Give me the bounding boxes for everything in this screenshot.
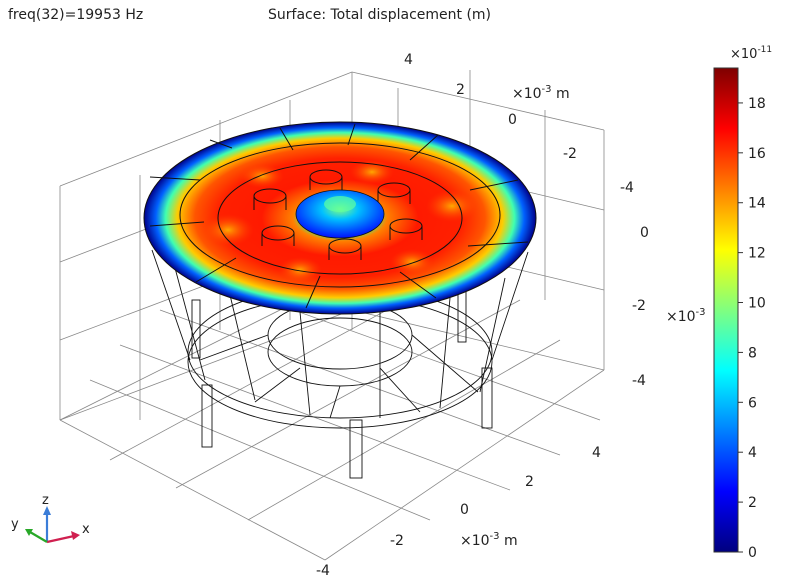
colorbar-tick-label: 2 <box>748 495 757 511</box>
colorbar-tick-label: 16 <box>748 146 766 162</box>
x-tick-labels: -4 -2 0 2 4 <box>316 445 601 578</box>
colorbar-tick-label: 12 <box>748 246 766 262</box>
colorbar-tick-label: 8 <box>748 345 757 361</box>
grid-line <box>351 309 605 371</box>
x-tick-label: 2 <box>525 474 534 490</box>
y-tick-label: -4 <box>620 180 634 196</box>
z-tick-labels: 0 -2 -4 <box>632 225 649 389</box>
x-axis-unit: ×10-3 m <box>460 531 518 549</box>
triad-x-arrow <box>46 534 75 544</box>
grid-line <box>59 71 353 187</box>
x-tick-label: 0 <box>460 502 469 518</box>
z-axis-unit: ×10-3 <box>666 307 706 325</box>
disc-surface <box>143 121 537 315</box>
grid-line <box>247 339 561 521</box>
grid-line <box>351 71 605 131</box>
colorbar-tick-label: 0 <box>748 545 757 561</box>
triad-y-arrow <box>29 531 48 543</box>
colorbar-tick-label: 4 <box>748 445 757 461</box>
colorbar-scale <box>713 67 739 553</box>
colorbar-tick-label: 14 <box>748 196 766 212</box>
colorbar-tick-label: 18 <box>748 96 766 112</box>
grid-line <box>175 299 521 489</box>
y-tick-label: 0 <box>508 112 517 128</box>
axis-triad: z x y <box>11 493 90 544</box>
plot-title: Surface: Total displacement (m) <box>268 7 492 23</box>
z-tick-label: 0 <box>640 225 649 241</box>
parameter-label: freq(32)=19953 Hz <box>8 7 144 23</box>
grid-line <box>324 369 605 561</box>
x-tick-label: 4 <box>592 445 601 461</box>
grid-line <box>159 309 561 456</box>
grid-line <box>59 419 326 561</box>
colorbar-ticks: 0 2 4 6 8 10 12 14 16 18 <box>738 96 766 561</box>
triad-z-label: z <box>42 493 49 508</box>
colorbar: ×10-11 0 2 4 6 8 10 12 14 16 18 <box>713 45 772 561</box>
x-tick-label: -4 <box>316 563 330 578</box>
y-tick-labels: 4 2 0 -2 -4 <box>404 52 634 196</box>
grid-line <box>89 379 431 521</box>
y-axis-unit: ×10-3 m <box>512 84 570 102</box>
axis-grid <box>59 70 605 561</box>
colorbar-tick-label: 10 <box>748 296 766 312</box>
y-tick-label: 4 <box>404 52 413 68</box>
y-tick-label: 2 <box>456 82 465 98</box>
grid-line <box>59 309 353 421</box>
z-tick-label: -4 <box>632 373 646 389</box>
z-tick-label: -2 <box>632 298 646 314</box>
colorbar-tick-label: 6 <box>748 395 757 411</box>
x-tick-label: -2 <box>390 533 404 549</box>
y-tick-label: -2 <box>563 146 577 162</box>
colorbar-multiplier: ×10-11 <box>730 45 772 62</box>
triad-x-label: x <box>82 522 90 537</box>
triad-y-label: y <box>11 517 19 532</box>
